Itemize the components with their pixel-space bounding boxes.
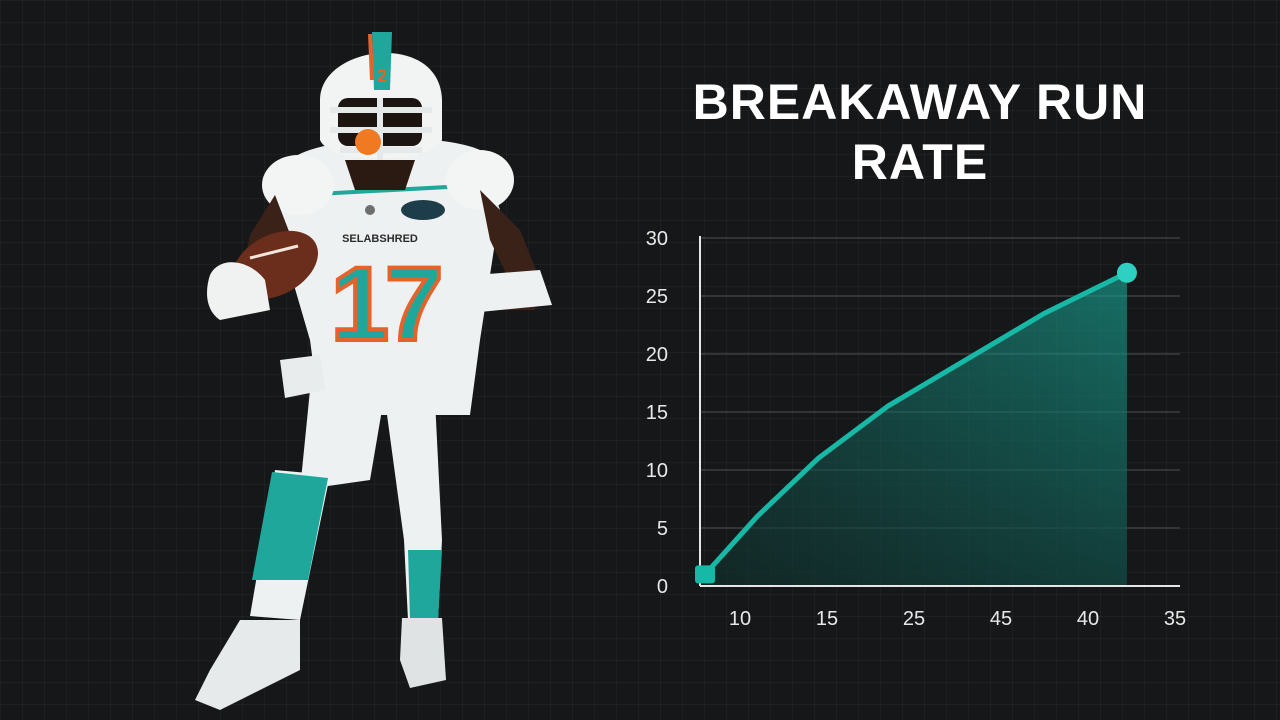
chart-axes [699, 236, 1180, 587]
chart-points [695, 262, 1137, 584]
player-towel [280, 355, 325, 398]
x-tick-label-4: 40 [1077, 608, 1099, 630]
series-end-point-0 [1116, 262, 1137, 283]
y-tick-label-3: 15 [646, 402, 668, 424]
player-back-shoe [400, 618, 446, 688]
x-tick-label-0: 10 [729, 608, 751, 630]
x-tick-label-5: 35 [1164, 608, 1186, 630]
player-neck [345, 160, 415, 190]
football-player-illustration: 17 SELABSHRED 2 [195, 32, 552, 710]
y-tick-label-1: 5 [657, 518, 668, 540]
player-mouthguard [355, 129, 381, 155]
helmet-number: 2 [377, 66, 387, 86]
helmet-stripe [372, 32, 392, 90]
player-front-sock [252, 472, 328, 580]
chart-title: BREAKAWAY RUN RATE [692, 74, 1148, 190]
helmet-stripe-accent [368, 34, 374, 80]
x-tick-label-3: 45 [990, 608, 1012, 630]
y-tick-label-0: 0 [657, 576, 668, 598]
jersey-collar-logo [365, 205, 375, 215]
player-glove [207, 262, 270, 320]
x-axis-tick-labels: 10 15 25 45 40 35 [729, 608, 1186, 630]
y-tick-label-5: 25 [646, 286, 668, 308]
series-start-point-0 [695, 565, 715, 584]
player-back-sock [408, 550, 442, 620]
jersey-number: 17 [331, 246, 440, 363]
y-tick-label-6: 30 [646, 228, 668, 250]
x-tick-label-1: 15 [816, 608, 838, 630]
helmet-facemask [330, 98, 432, 160]
y-tick-label-4: 20 [646, 344, 668, 366]
player-left-shoulder [262, 155, 334, 215]
player-right-shoulder [446, 150, 514, 210]
y-axis-tick-labels: 0 5 10 15 20 25 30 [646, 228, 668, 598]
series-area-shade-0 [705, 272, 1127, 586]
y-tick-label-2: 10 [646, 460, 668, 482]
player-front-shoe [195, 620, 300, 710]
chart-area-layer [702, 270, 1130, 586]
breakaway-run-rate-chart: 0 5 10 15 20 25 30 10 15 25 45 40 35 [646, 228, 1186, 630]
series-line-0 [702, 270, 1130, 577]
x-tick-label-2: 25 [903, 608, 925, 630]
jersey-patch [401, 200, 445, 220]
jersey-wordmark: SELABSHRED [342, 233, 418, 245]
player-right-sleeve [475, 270, 552, 312]
football-laces [249, 244, 299, 260]
